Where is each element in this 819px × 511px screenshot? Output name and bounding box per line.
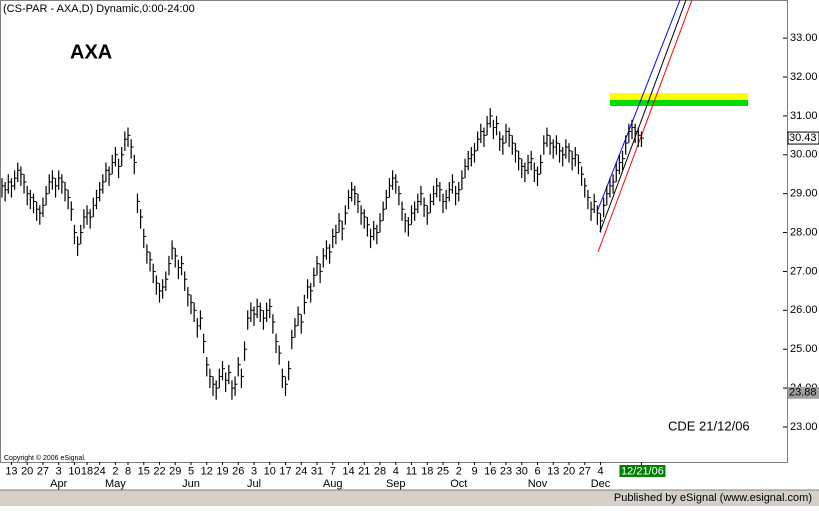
x-tick-label: 12/21/06 [621, 465, 664, 477]
x-tick-label: 22 [153, 465, 165, 477]
y-tick-label: 31.00 [790, 110, 818, 122]
x-tick-label: 10 [68, 465, 80, 477]
y-tick-label: 32.00 [790, 71, 818, 83]
x-tick-label: 28 [374, 465, 386, 477]
month-label: May [105, 478, 126, 490]
trend-line [599, 0, 687, 233]
x-tick-label: 19 [216, 465, 228, 477]
x-tick-label: 25 [437, 465, 449, 477]
x-tick-label: 20 [563, 465, 575, 477]
x-tick-label: 26 [232, 465, 244, 477]
marker-value-label: 23.88 [789, 387, 817, 399]
y-tick-label: 26.00 [790, 304, 818, 316]
marker-value-box [788, 386, 819, 399]
x-tick-label: 23 [500, 465, 512, 477]
x-tick-label: 15 [138, 465, 150, 477]
y-tick-label: 25.00 [790, 343, 818, 355]
status-bar [0, 490, 819, 506]
footer: Published by eSignal (www.esignal.com) [614, 492, 812, 504]
current-date-box [619, 465, 666, 477]
x-tick-label: 29 [169, 465, 181, 477]
x-tick-label: 13 [5, 465, 17, 477]
annotation: CDE 21/12/06 [668, 418, 750, 433]
x-tick-label: 3 [56, 465, 62, 477]
x-tick-label: 21 [358, 465, 370, 477]
month-label: Sep [386, 478, 406, 490]
x-tick-label: 18 [81, 465, 93, 477]
y-tick-label: 28.00 [790, 226, 818, 238]
last-value-box [787, 131, 819, 145]
x-tick-label: 27 [579, 465, 591, 477]
x-tick-label: 17 [279, 465, 291, 477]
x-tick-label: 9 [471, 465, 477, 477]
x-tick-label: 4 [393, 465, 399, 477]
x-tick-label: 18 [421, 465, 433, 477]
x-tick-label: 8 [125, 465, 131, 477]
plot-frame [0, 0, 788, 463]
month-label: Apr [50, 478, 67, 490]
month-label: Nov [528, 478, 548, 490]
x-tick-label: 11 [406, 465, 417, 477]
copyright: Copyright © 2006 eSignal. [4, 454, 86, 462]
month-label: Dec [591, 478, 611, 490]
x-tick-label: 5 [188, 465, 194, 477]
x-tick-label: 2 [456, 465, 462, 477]
x-tick-label: 27 [37, 465, 49, 477]
y-tick-label: 27.00 [790, 265, 818, 277]
x-tick-label: 2 [112, 465, 118, 477]
x-tick-label: 16 [484, 465, 496, 477]
y-tick-label: 33.00 [790, 32, 818, 44]
x-tick-label: 3 [251, 465, 257, 477]
y-tick-label: 30.00 [790, 149, 818, 161]
x-tick-label: 30 [516, 465, 528, 477]
x-tick-label: 7 [330, 465, 336, 477]
resistance-band [610, 93, 748, 100]
month-label: Jul [247, 478, 261, 490]
trend-line [596, 0, 681, 213]
chart-title: AXA [70, 41, 112, 63]
x-tick-label: 10 [264, 465, 276, 477]
y-tick-label: 23.00 [790, 421, 818, 433]
x-tick-label: 4 [597, 465, 603, 477]
x-tick-label: 13 [547, 465, 559, 477]
x-tick-label: 20 [21, 465, 33, 477]
x-tick-label: 14 [342, 465, 354, 477]
y-tick-label: 29.00 [790, 188, 818, 200]
x-tick-label: 6 [534, 465, 540, 477]
last-value-label: 30.43 [789, 132, 817, 144]
chart-header: (CS-PAR - AXA,D) Dynamic,0:00-24:00 [3, 3, 195, 15]
x-tick-label: 31 [311, 465, 323, 477]
x-tick-label: 24 [295, 465, 307, 477]
support-band [610, 100, 748, 106]
x-tick-label: 12 [201, 465, 213, 477]
trend-line [597, 0, 693, 253]
month-label: Oct [450, 478, 467, 490]
month-label: Aug [323, 478, 343, 490]
x-tick-label: 24 [94, 465, 106, 477]
month-label: Jun [182, 478, 200, 490]
